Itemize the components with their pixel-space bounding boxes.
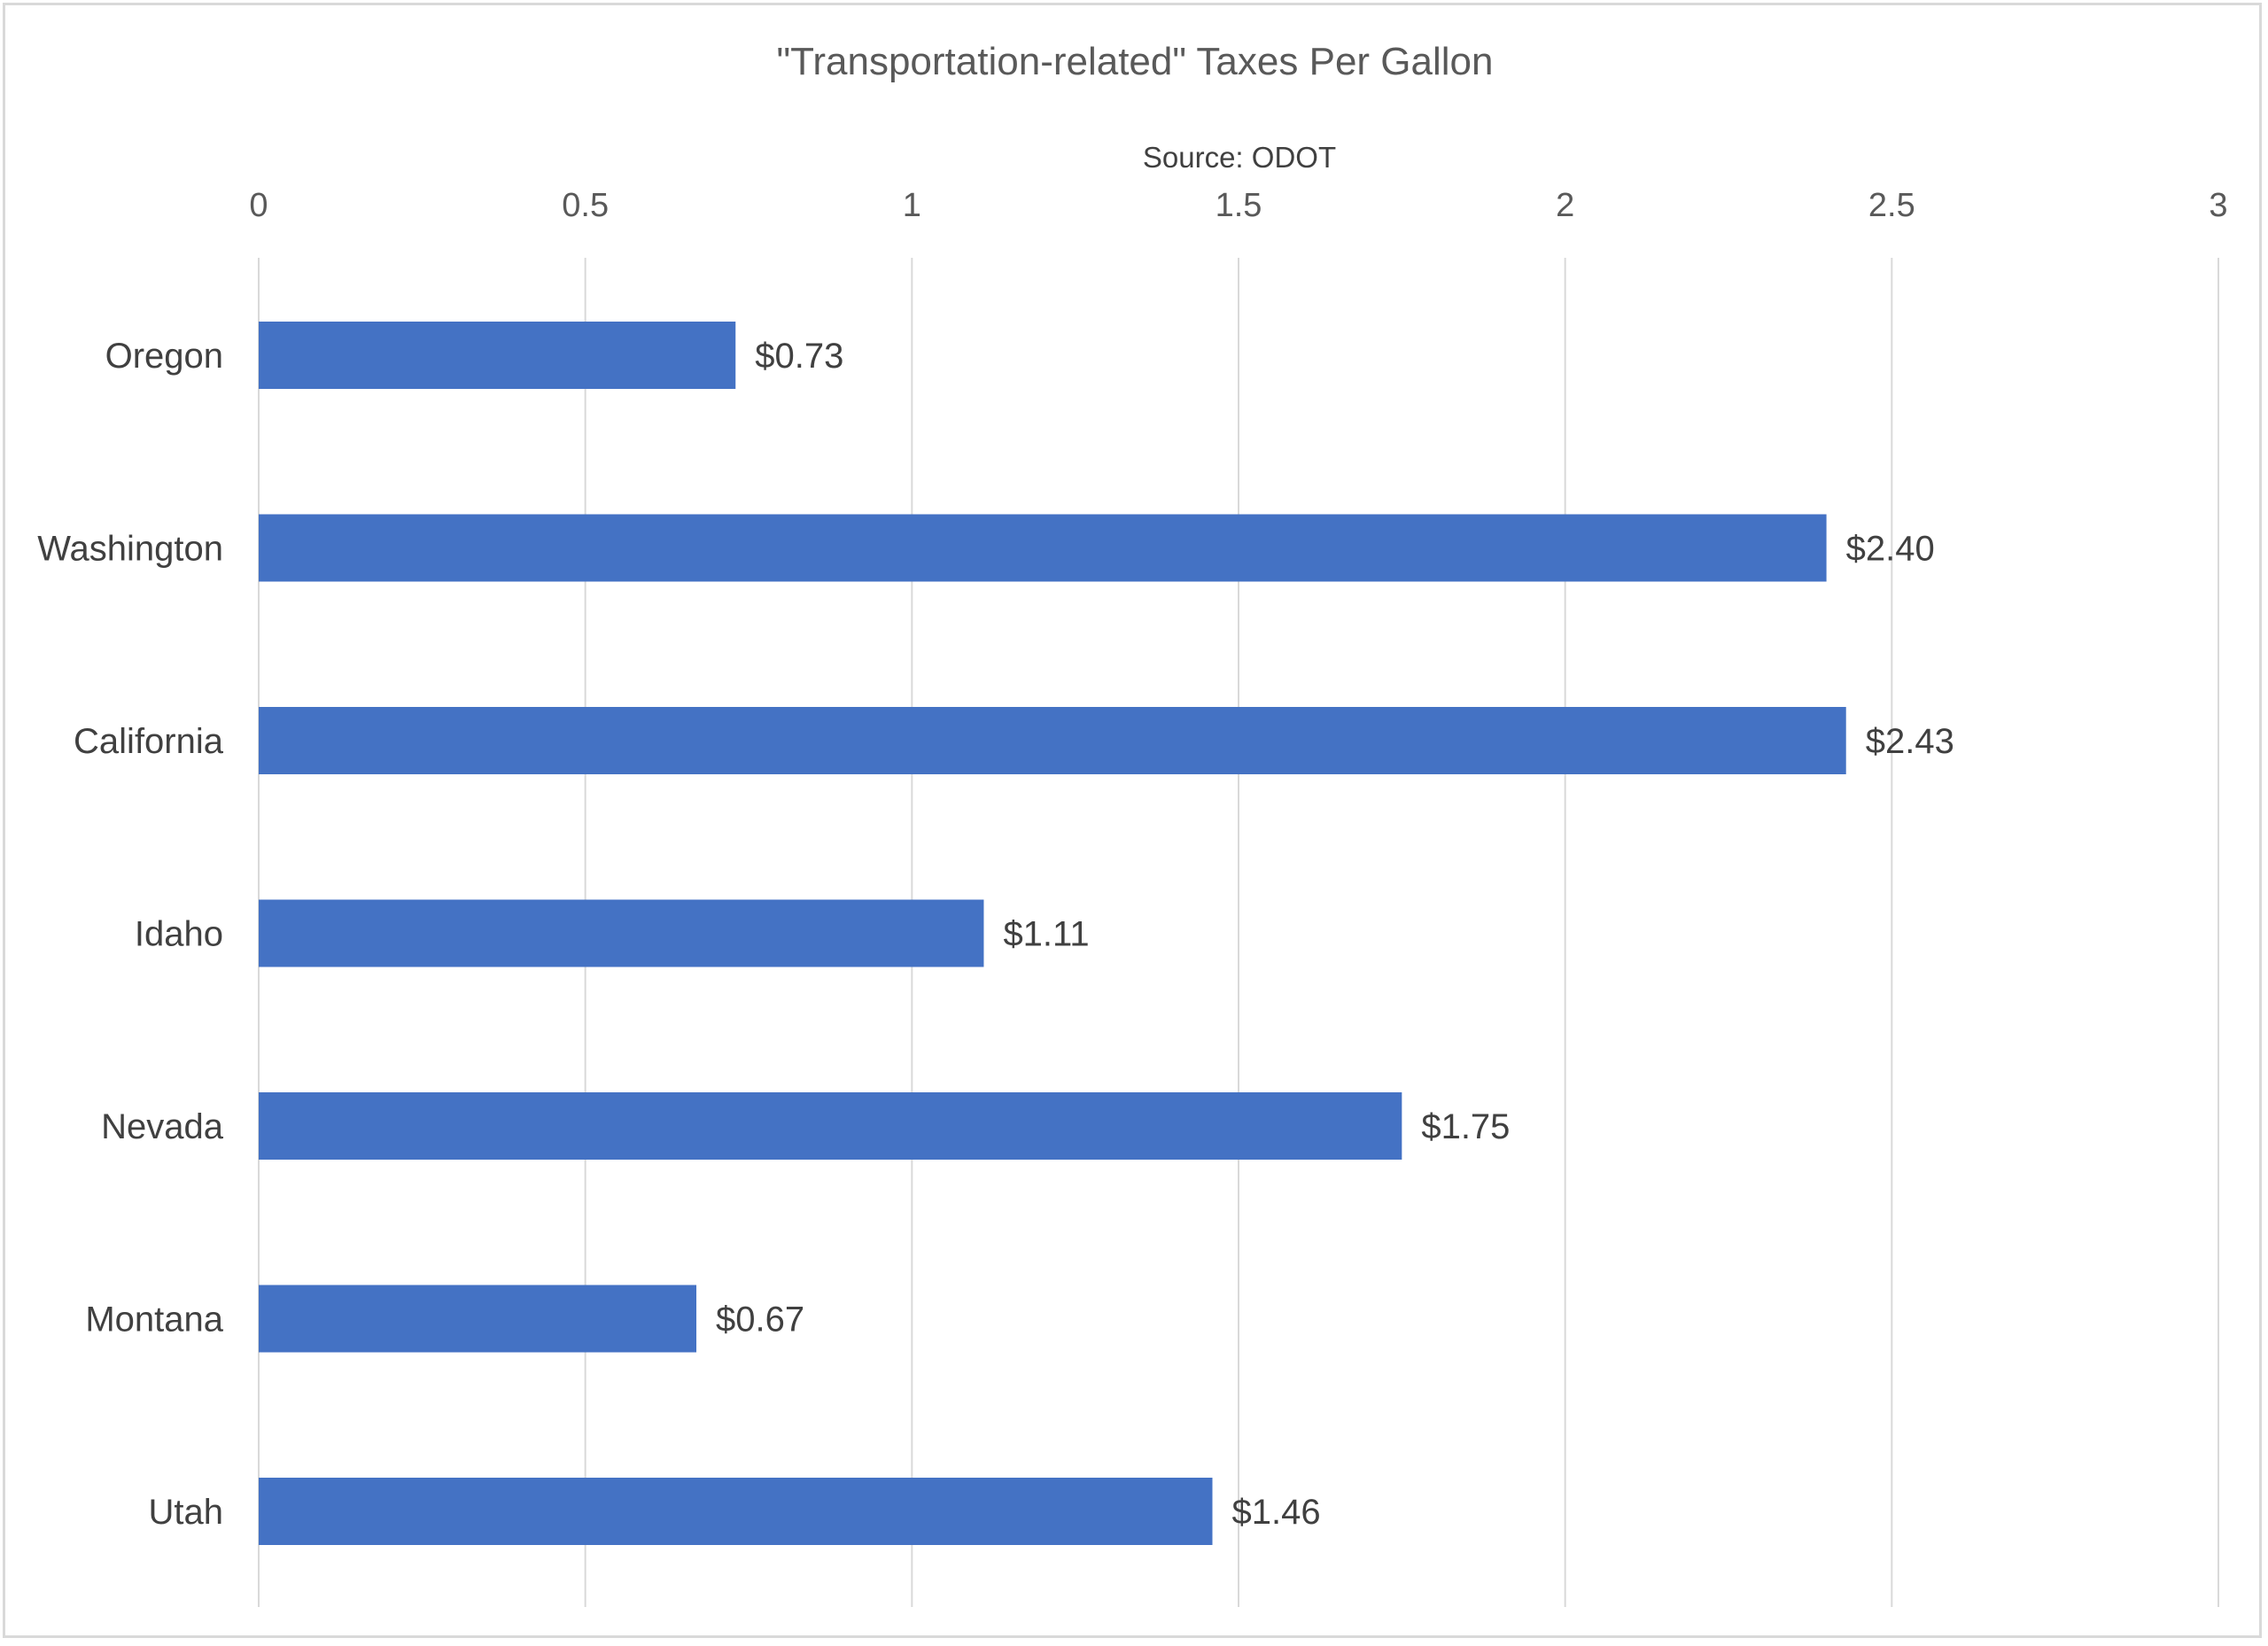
category-label: Washington bbox=[37, 530, 223, 569]
bar-oregon bbox=[259, 322, 736, 389]
category-label: Nevada bbox=[101, 1107, 224, 1146]
data-label: $2.40 bbox=[1846, 530, 1935, 569]
x-tick-label: 1.5 bbox=[1216, 187, 1262, 224]
bar-chart: "Transportation-related" Taxes Per Gallo… bbox=[37, 40, 2228, 1607]
category-label: Idaho bbox=[135, 915, 223, 954]
bar-nevada bbox=[259, 1092, 1402, 1160]
bar-montana bbox=[259, 1285, 697, 1353]
category-label: Montana bbox=[85, 1300, 223, 1339]
category-labels: Oregon Washington California Idaho Nevada Mon… bbox=[37, 337, 224, 1532]
data-label: $1.11 bbox=[1003, 915, 1089, 954]
bars bbox=[259, 322, 1846, 1545]
data-label: $0.73 bbox=[755, 337, 843, 376]
bar-california bbox=[259, 707, 1846, 774]
category-label: Oregon bbox=[105, 337, 223, 376]
bar-washington bbox=[259, 514, 1827, 582]
category-label: Utah bbox=[149, 1493, 224, 1532]
chart-subtitle: Source: ODOT bbox=[1143, 141, 1336, 174]
x-tick-label: 0 bbox=[249, 187, 268, 224]
bar-idaho bbox=[259, 899, 984, 967]
x-tick-label: 2.5 bbox=[1868, 187, 1915, 224]
data-label: $1.75 bbox=[1421, 1107, 1510, 1146]
data-label: $1.46 bbox=[1232, 1493, 1321, 1532]
bar-utah bbox=[259, 1478, 1213, 1545]
x-tick-label: 1 bbox=[903, 187, 921, 224]
data-labels: $0.73 $2.40 $2.43 $1.11 $1.75 $0.67 $1.46 bbox=[716, 337, 1954, 1532]
data-label: $2.43 bbox=[1866, 722, 1954, 761]
x-axis-ticks: 0 0.5 1 1.5 2 2.5 3 bbox=[249, 187, 2227, 224]
chart-frame: "Transportation-related" Taxes Per Gallo… bbox=[3, 3, 2262, 1638]
data-label: $0.67 bbox=[716, 1300, 804, 1339]
x-tick-label: 3 bbox=[2209, 187, 2227, 224]
category-label: California bbox=[74, 722, 224, 761]
chart-title: "Transportation-related" Taxes Per Gallo… bbox=[777, 40, 1494, 83]
x-tick-label: 0.5 bbox=[562, 187, 609, 224]
x-tick-label: 2 bbox=[1556, 187, 1574, 224]
